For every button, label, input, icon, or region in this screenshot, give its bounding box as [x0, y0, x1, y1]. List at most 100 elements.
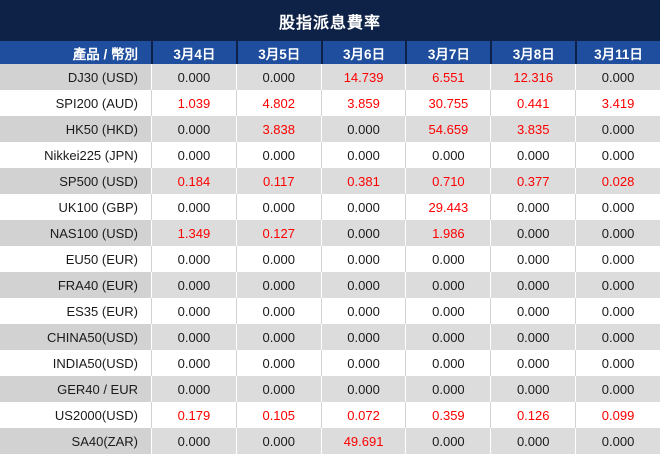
value-cell: 0.000 [490, 350, 576, 376]
value-cell: 0.000 [405, 324, 491, 350]
value-cell: 0.000 [575, 272, 660, 298]
value-cell: 0.000 [151, 376, 236, 402]
value-cell: 0.710 [405, 168, 491, 194]
value-cell: 3.835 [490, 116, 576, 142]
column-header-date: 3月11日 [575, 41, 660, 64]
value-cell: 1.349 [151, 220, 236, 246]
value-cell: 0.184 [151, 168, 236, 194]
value-cell: 0.028 [575, 168, 660, 194]
value-cell: 29.443 [405, 194, 491, 220]
value-cell: 0.000 [575, 116, 660, 142]
value-cell: 0.000 [320, 272, 406, 298]
table-row: NAS100 (USD) 1.349 0.127 0.000 1.986 0.000 0.0… [0, 220, 660, 246]
value-cell: 0.000 [151, 428, 236, 454]
value-cell: 0.000 [320, 324, 406, 350]
value-cell: 0.000 [575, 350, 660, 376]
table-row: FRA40 (EUR) 0.000 0.000 0.000 0.000 0.000 0.00… [0, 272, 660, 298]
value-cell: 0.000 [151, 350, 236, 376]
table-row: UK100 (GBP) 0.000 0.000 0.000 29.443 0.000 0.0… [0, 194, 660, 220]
table-row: INDIA50(USD) 0.000 0.000 0.000 0.000 0.000 0.0… [0, 350, 660, 376]
value-cell: 0.127 [235, 220, 321, 246]
row-label: US2000(USD) [0, 402, 151, 428]
value-cell: 0.000 [405, 428, 491, 454]
value-cell: 0.000 [320, 298, 406, 324]
value-cell: 0.000 [575, 142, 660, 168]
value-cell: 0.381 [320, 168, 406, 194]
value-cell: 0.000 [575, 324, 660, 350]
row-label: DJ30 (USD) [0, 64, 151, 90]
value-cell: 1.986 [405, 220, 491, 246]
value-cell: 0.000 [490, 194, 576, 220]
value-cell: 0.000 [320, 246, 406, 272]
table-row: Nikkei225 (JPN) 0.000 0.000 0.000 0.000 0.000… [0, 142, 660, 168]
value-cell: 0.000 [575, 220, 660, 246]
value-cell: 0.000 [235, 376, 321, 402]
value-cell: 0.179 [151, 402, 236, 428]
table-body: DJ30 (USD) 0.000 0.000 14.739 6.551 12.316 0.0… [0, 64, 660, 457]
value-cell: 0.000 [490, 142, 576, 168]
row-label: Nikkei225 (JPN) [0, 142, 151, 168]
column-header-date: 3月5日 [235, 41, 321, 64]
column-header-date: 3月8日 [490, 41, 575, 64]
value-cell: 0.000 [490, 246, 576, 272]
row-label: SA40(ZAR) [0, 428, 151, 454]
value-cell: 0.000 [151, 246, 236, 272]
value-cell: 0.359 [405, 402, 491, 428]
row-label: SPI200 (AUD) [0, 90, 151, 116]
value-cell: 0.000 [575, 246, 660, 272]
value-cell: 3.859 [320, 90, 406, 116]
table-row: CHINA50(USD) 0.000 0.000 0.000 0.000 0.000 0.0… [0, 324, 660, 350]
value-cell: 0.000 [405, 246, 491, 272]
value-cell: 0.000 [151, 64, 236, 90]
table-row: US2000(USD) 0.179 0.105 0.072 0.359 0.126 0.09… [0, 402, 660, 428]
column-header-date: 3月4日 [151, 41, 236, 64]
table-row: EU50 (EUR) 0.000 0.000 0.000 0.000 0.000 0.000 [0, 246, 660, 272]
value-cell: 0.000 [575, 64, 660, 90]
value-cell: 54.659 [405, 116, 491, 142]
value-cell: 0.000 [320, 350, 406, 376]
value-cell: 0.000 [235, 272, 321, 298]
table-row: HK50 (HKD) 0.000 3.838 0.000 54.659 3.835 0.00… [0, 116, 660, 142]
row-label: UK100 (GBP) [0, 194, 151, 220]
value-cell: 0.000 [151, 194, 236, 220]
value-cell: 0.441 [490, 90, 576, 116]
value-cell: 1.039 [151, 90, 236, 116]
value-cell: 0.000 [490, 272, 576, 298]
value-cell: 0.000 [235, 298, 321, 324]
value-cell: 0.000 [151, 324, 236, 350]
row-label: HK50 (HKD) [0, 116, 151, 142]
value-cell: 0.000 [405, 376, 491, 402]
column-header-date: 3月6日 [320, 41, 406, 64]
value-cell: 0.000 [235, 246, 321, 272]
value-cell: 0.000 [575, 194, 660, 220]
value-cell: 4.802 [235, 90, 321, 116]
value-cell: 0.000 [235, 350, 321, 376]
row-label: FRA40 (EUR) [0, 272, 151, 298]
table-row: SP500 (USD) 0.184 0.117 0.381 0.710 0.377 0.02… [0, 168, 660, 194]
page-title: 股指派息費率 [0, 0, 660, 41]
value-cell: 0.000 [151, 298, 236, 324]
row-label: SP500 (USD) [0, 168, 151, 194]
value-cell: 3.419 [575, 90, 660, 116]
table-header: 產品 / 幣別 3月4日 3月5日 3月6日 3月7日 3月8日 3月11日 [0, 41, 660, 64]
value-cell: 0.099 [575, 402, 660, 428]
table-row: DJ30 (USD) 0.000 0.000 14.739 6.551 12.316 0.0… [0, 64, 660, 90]
value-cell: 0.000 [151, 116, 236, 142]
value-cell: 49.691 [320, 428, 406, 454]
value-cell: 0.126 [490, 402, 576, 428]
value-cell: 0.000 [490, 376, 576, 402]
column-header-date: 3月7日 [405, 41, 490, 64]
column-header-product-currency: 產品 / 幣別 [72, 46, 138, 62]
value-cell: 0.000 [235, 64, 321, 90]
value-cell: 0.000 [575, 376, 660, 402]
value-cell: 0.000 [490, 298, 576, 324]
value-cell: 0.000 [405, 142, 491, 168]
value-cell: 0.000 [151, 272, 236, 298]
row-label: GER40 / EUR [0, 376, 151, 402]
value-cell: 12.316 [490, 64, 576, 90]
value-cell: 30.755 [405, 90, 491, 116]
table-row: GER40 / EUR 0.000 0.000 0.000 0.000 0.000 0.00… [0, 376, 660, 402]
row-label: CHINA50(USD) [0, 324, 151, 350]
value-cell: 14.739 [320, 64, 406, 90]
